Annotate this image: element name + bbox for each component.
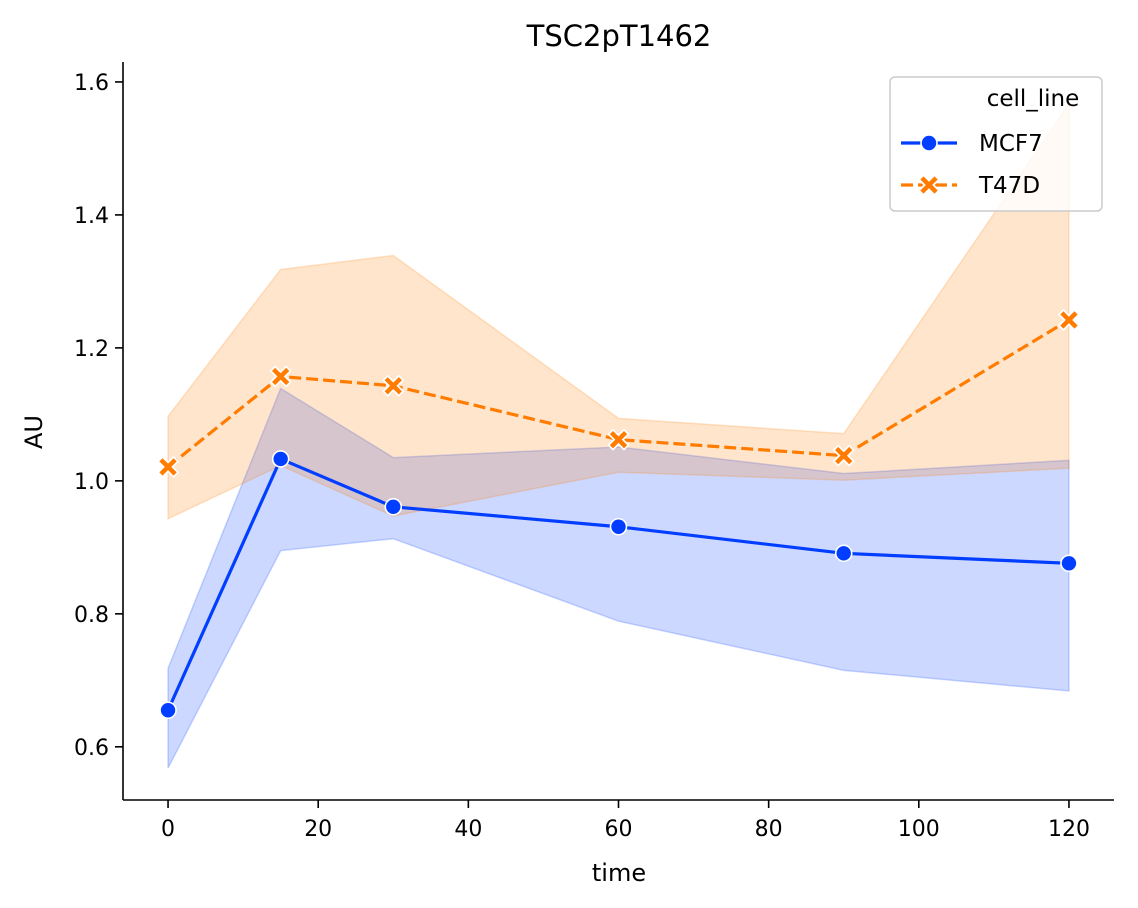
- legend-label: T47D: [978, 173, 1040, 199]
- chart-title: TSC2pT1462: [526, 19, 712, 53]
- legend-item-mcf7: MCF7: [901, 131, 1043, 157]
- legend-frame: [889, 76, 1103, 212]
- point-t47d: [269, 365, 292, 388]
- band-mcf7: [167, 387, 1070, 769]
- x-tick-label: 20: [304, 817, 332, 842]
- legend-title: cell_line: [987, 86, 1080, 112]
- legend-entries: MCF7 T47D: [901, 131, 1043, 199]
- point-mcf7: [609, 517, 628, 536]
- series-markers: [156, 308, 1081, 720]
- point-mcf7: [159, 701, 177, 720]
- point-t47d: [382, 374, 405, 397]
- point-mcf7: [834, 544, 853, 563]
- line-t47d: [167, 318, 1070, 469]
- x-ticks: 0 20 40 60 80 100 120: [161, 800, 1090, 842]
- legend-swatch-marker-cross: [920, 176, 938, 194]
- x-tick-label: 0: [161, 817, 175, 842]
- y-tick-label: 1.4: [74, 204, 109, 229]
- line-mcf7: [166, 457, 1070, 711]
- y-ticks: 0.6 0.8 1.0 1.2 1.4 1.6: [74, 71, 123, 761]
- y-tick-label: 0.8: [74, 603, 109, 628]
- point-t47d-cross: [159, 458, 177, 476]
- y-tick-label: 0.6: [74, 736, 109, 761]
- point-t47d-cross: [835, 446, 853, 465]
- point-mcf7: [384, 497, 403, 516]
- y-tick-label: 1.6: [74, 71, 109, 96]
- legend: cell_line MCF7 T47D: [889, 76, 1103, 212]
- legend-item-t47d: T47D: [901, 173, 1040, 199]
- y-tick-label: 1.2: [74, 337, 109, 362]
- point-t47d-cross: [384, 377, 402, 395]
- point-mcf7: [271, 450, 290, 468]
- y-axis-label: AU: [20, 415, 48, 449]
- y-tick-label: 1.0: [74, 470, 109, 495]
- legend-label: MCF7: [979, 131, 1043, 157]
- x-tick-label: 100: [898, 817, 940, 842]
- point-t47d: [607, 428, 630, 451]
- point-t47d-cross: [1060, 311, 1078, 329]
- point-t47d-cross: [609, 430, 628, 449]
- series-lines: [166, 318, 1070, 711]
- x-tick-label: 60: [605, 817, 633, 842]
- point-t47d-cross: [271, 367, 290, 386]
- x-tick-label: 40: [454, 817, 482, 842]
- x-tick-label: 120: [1048, 817, 1090, 842]
- point-mcf7: [1060, 554, 1078, 573]
- legend-swatch-marker: [917, 173, 941, 197]
- point-t47d: [156, 455, 180, 479]
- x-axis-label: time: [592, 859, 646, 887]
- legend-swatch-marker: [920, 134, 938, 152]
- x-tick-label: 80: [755, 817, 783, 842]
- point-t47d: [1057, 308, 1081, 332]
- point-t47d: [832, 444, 855, 467]
